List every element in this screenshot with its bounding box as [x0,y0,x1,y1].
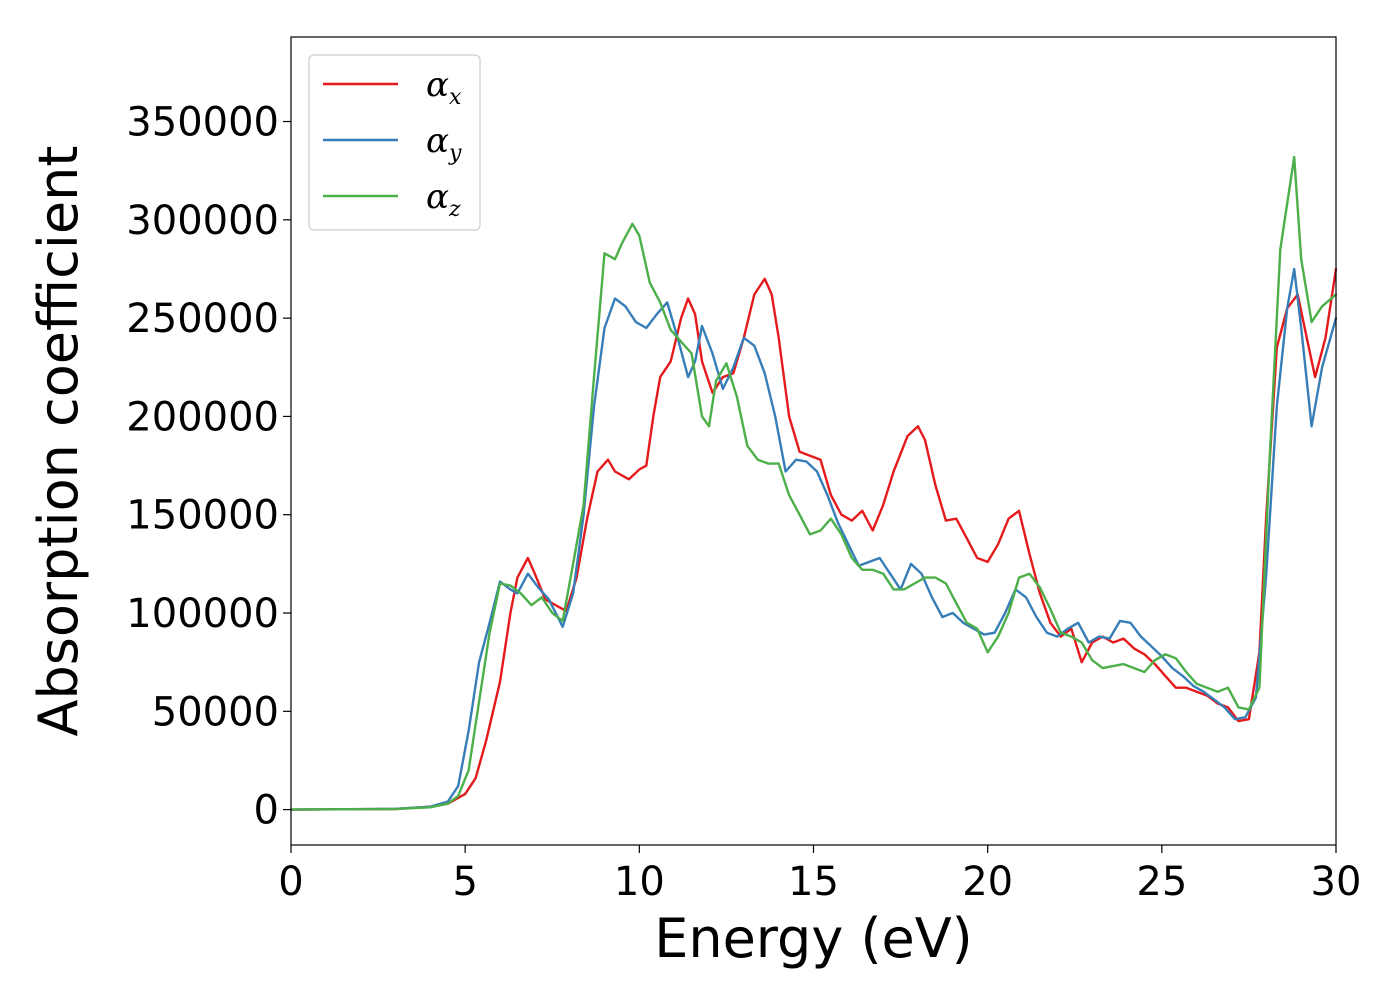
x-tick-label: 5 [452,859,477,905]
x-tick-label: 30 [1311,859,1362,905]
legend-label-y: αy [426,121,462,166]
series-line-y [289,267,1338,811]
x-tick-label: 0 [278,859,303,905]
y-tick-label: 0 [254,788,279,834]
y-tick-label: 50000 [152,689,279,735]
legend-label-z: αz [426,177,461,222]
y-axis-title: Absorption coefficient [27,146,90,737]
series-layer [289,155,1338,811]
legend-box [308,54,481,231]
y-tick-label: 200000 [126,394,279,440]
legend: αx αy αz [308,54,481,231]
y-axis: 0 50000 100000 150000 200000 250000 300000 3500… [126,100,291,834]
y-tick-label: 250000 [126,296,279,342]
x-axis: 0 5 10 15 20 25 30 [278,845,1361,905]
x-tick-label: 20 [962,859,1013,905]
series-line-x [289,267,1338,811]
y-tick-label: 150000 [126,493,279,539]
x-tick-label: 15 [788,859,839,905]
legend-label-x: αx [426,65,462,110]
x-tick-label: 25 [1136,859,1187,905]
x-axis-title: Energy (eV) [654,907,973,970]
y-tick-label: 350000 [126,100,279,146]
y-tick-label: 100000 [126,591,279,637]
series-line-z [289,155,1338,811]
plot-area [289,36,1338,846]
y-tick-label: 300000 [126,198,279,244]
x-tick-label: 10 [614,859,665,905]
